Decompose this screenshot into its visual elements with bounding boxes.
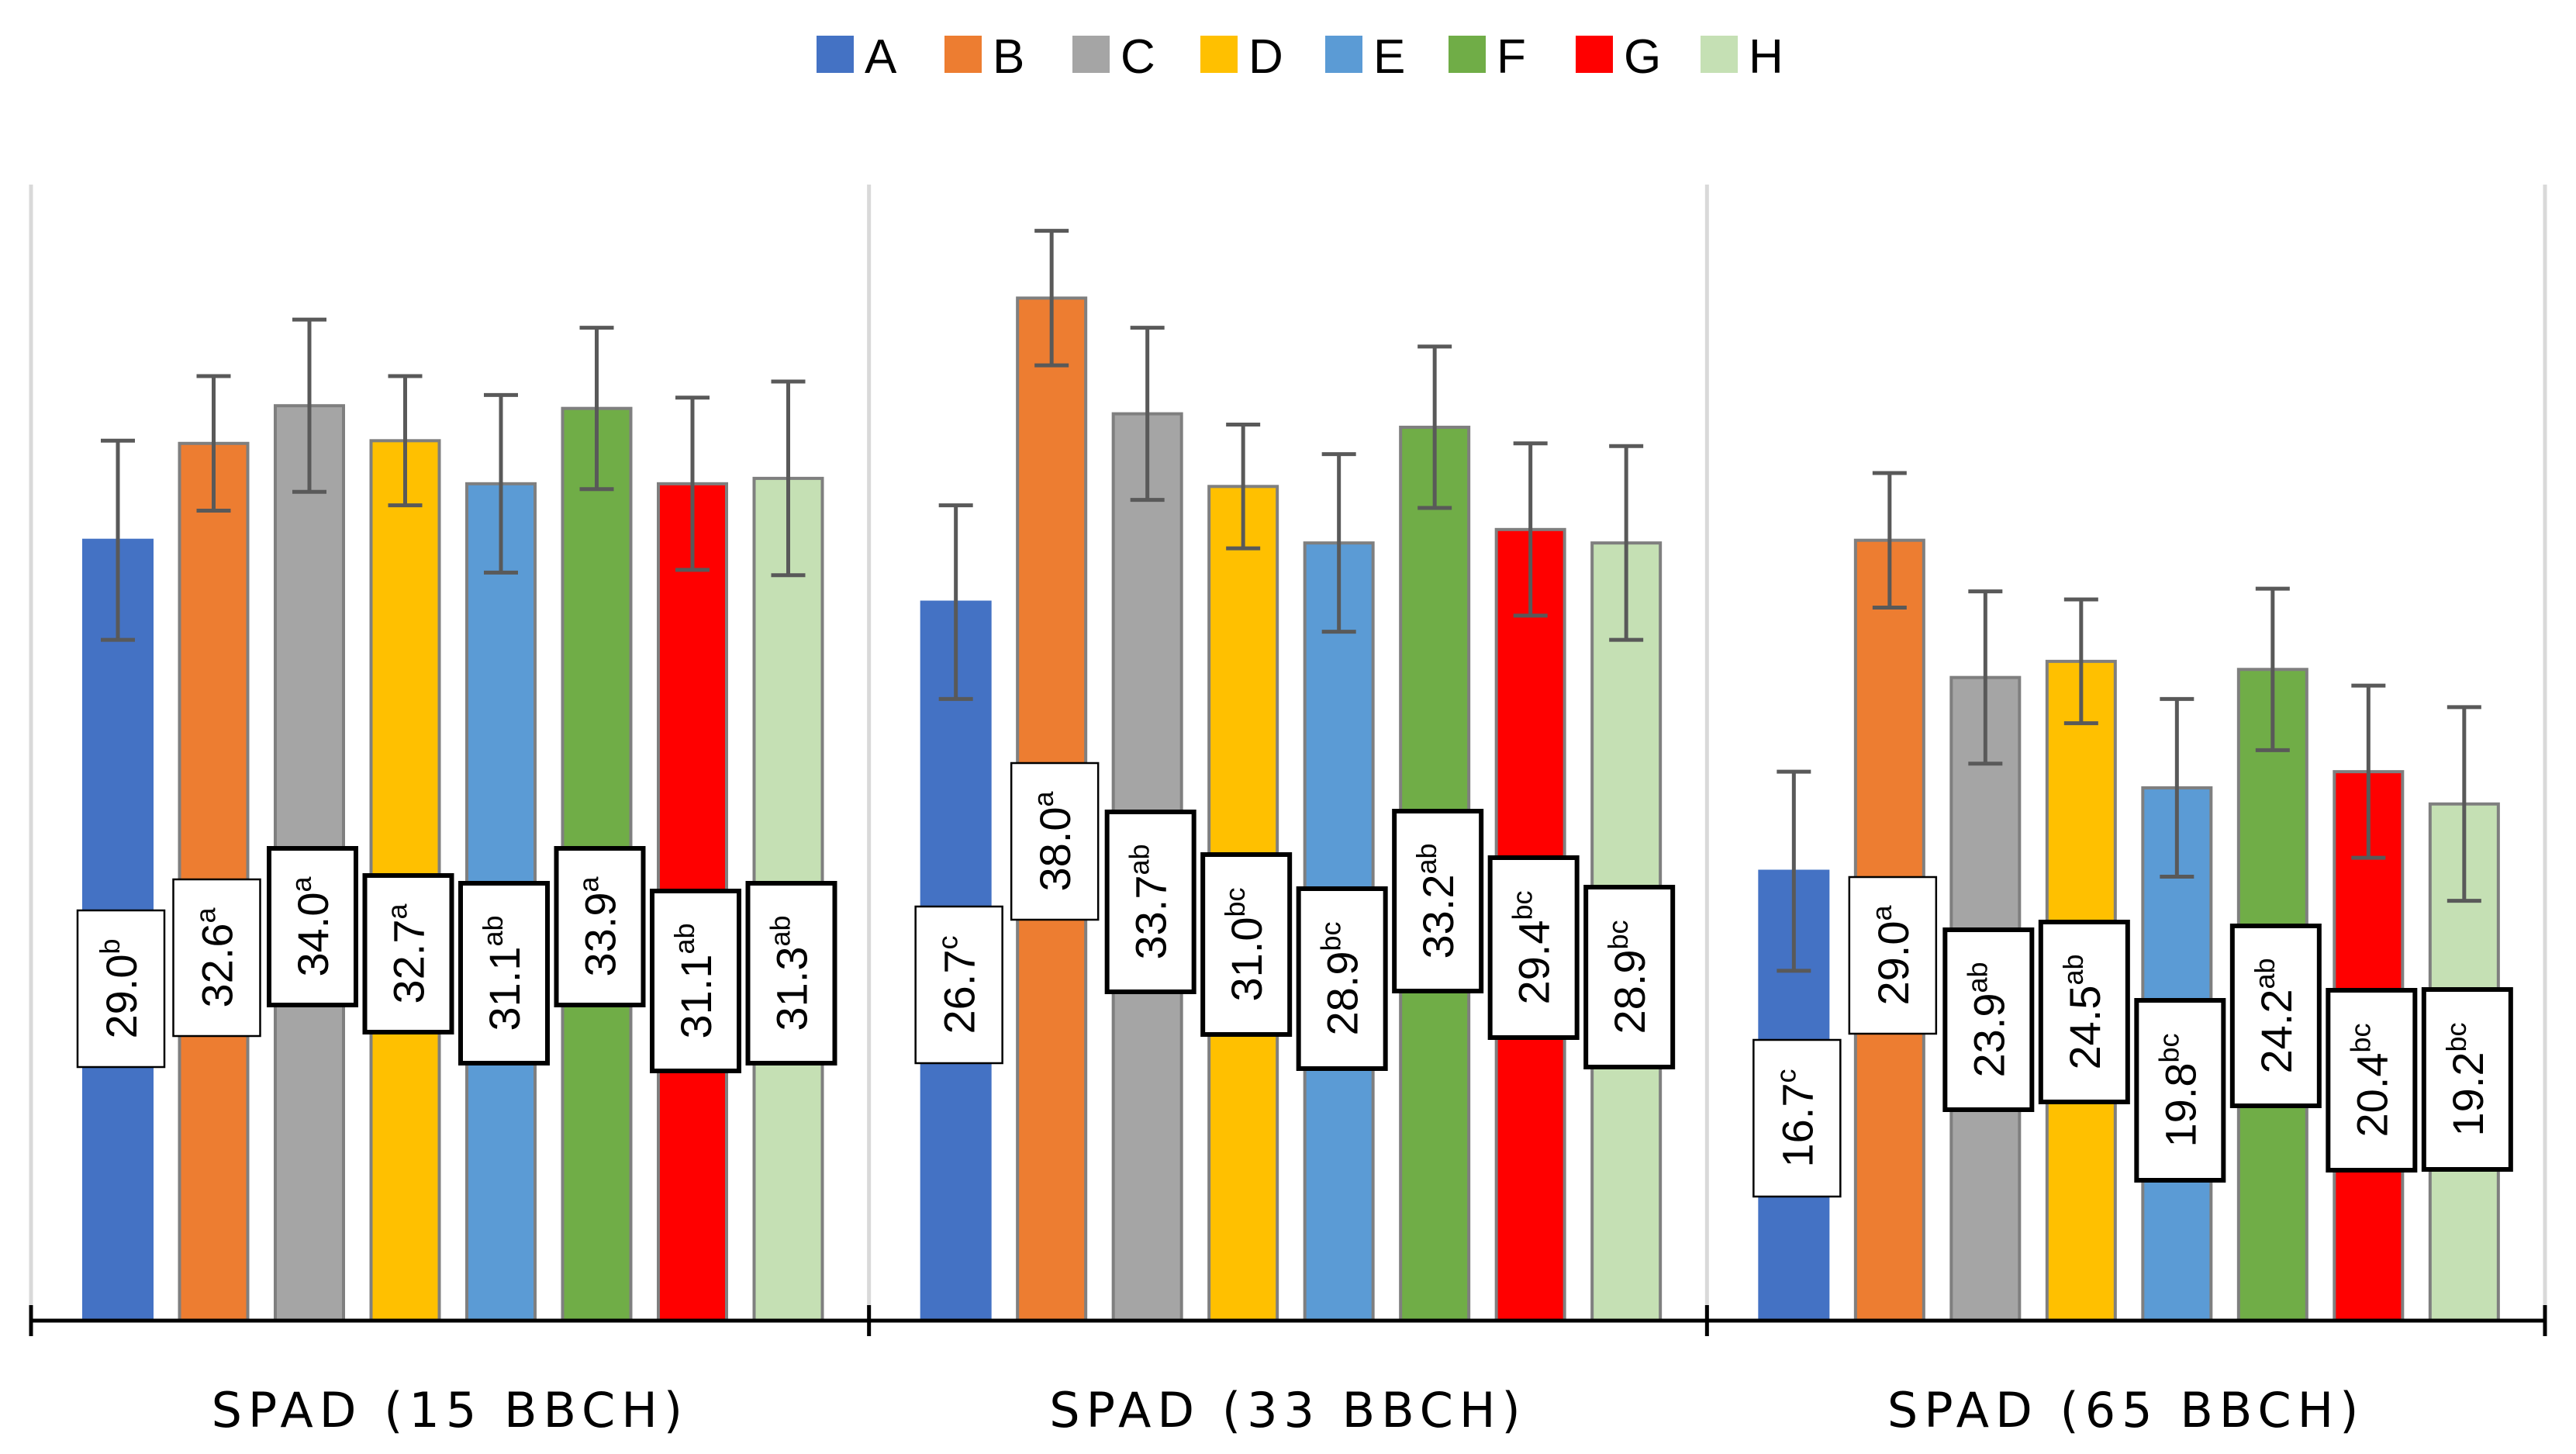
category-separators [29, 185, 2547, 1321]
data-label-text: 29.0b [94, 938, 146, 1038]
error-bar [484, 392, 518, 575]
data-label-b: 38.0a [1010, 762, 1100, 921]
error-bar [2160, 696, 2194, 879]
data-label-a: 29.0b [76, 909, 166, 1069]
error-bar [1777, 769, 1811, 973]
legend-label-c: C [1121, 30, 1155, 84]
error-bar [388, 374, 423, 508]
data-label-text: 26.7c [932, 936, 984, 1034]
data-label-d: 24.5ab [2038, 920, 2130, 1104]
data-label-text: 19.2bc [2440, 1022, 2492, 1136]
data-label-e: 28.9bc [1296, 886, 1388, 1071]
error-bars [101, 229, 2481, 973]
data-label-c: 34.0a [267, 846, 358, 1007]
error-bar [1034, 229, 1069, 368]
data-label-text: 33.9a [573, 876, 625, 977]
category-label: SPAD (33 BBCH) [1049, 1382, 1527, 1438]
error-bar [771, 379, 806, 578]
legend-swatch-g [1576, 36, 1613, 73]
data-label-d: 31.0bc [1200, 852, 1293, 1037]
data-label-text: 20.4bc [2344, 1023, 2396, 1137]
data-label-text: 28.9bc [1602, 920, 1654, 1034]
legend-label-f: F [1497, 30, 1526, 84]
data-label-text: 31.1ab [668, 923, 720, 1038]
legend: A B C D E F G H [817, 30, 1784, 84]
error-bar [2063, 597, 2098, 726]
data-label-f: 33.9a [554, 846, 646, 1007]
data-label-g: 31.1ab [650, 889, 741, 1073]
data-label-d: 32.7a [362, 873, 454, 1034]
x-axis: SPAD (15 BBCH) SPAD (33 BBCH) SPAD (65 BBC… [29, 1305, 2547, 1438]
legend-label-h: H [1749, 30, 1784, 84]
data-label-text: 24.2ab [2249, 958, 2301, 1073]
data-label-text: 33.2ab [1411, 843, 1462, 958]
data-label-text: 31.3ab [765, 915, 817, 1031]
error-bar [938, 503, 973, 701]
legend-label-g: G [1624, 30, 1661, 84]
data-label-b: 29.0a [1848, 876, 1938, 1035]
error-bar [292, 317, 326, 494]
error-bar [2447, 705, 2481, 903]
data-label-text: 16.7c [1770, 1069, 1822, 1168]
data-label-h: 28.9bc [1583, 885, 1676, 1069]
data-label-h: 19.2bc [2421, 987, 2513, 1172]
data-label-g: 29.4bc [1487, 855, 1580, 1040]
data-label-text: 38.0a [1027, 791, 1079, 892]
error-bar [1417, 344, 1452, 510]
legend-label-e: E [1373, 30, 1405, 84]
data-label-c: 33.7ab [1104, 810, 1196, 994]
data-label-text: 28.9bc [1315, 921, 1367, 1035]
legend-label-a: A [865, 30, 897, 84]
error-bar [196, 374, 231, 513]
data-label-g: 20.4bc [2326, 988, 2418, 1173]
legend-swatch-a [817, 36, 854, 73]
data-label-h: 31.3ab [745, 881, 837, 1065]
error-bar [1872, 471, 1907, 610]
legend-swatch-f [1449, 36, 1486, 73]
legend-swatch-d [1200, 36, 1238, 73]
error-bar [2351, 683, 2386, 860]
legend-swatch-e [1325, 36, 1362, 73]
error-bar [1609, 444, 1644, 642]
error-bar [675, 395, 710, 572]
data-label-text: 29.4bc [1507, 890, 1559, 1004]
data-label-text: 34.0a [285, 876, 337, 977]
data-label-e: 19.8bc [2134, 998, 2226, 1183]
data-label-text: 32.6a [190, 907, 242, 1008]
data-label-text: 24.5ab [2057, 954, 2109, 1069]
legend-swatch-c [1072, 36, 1110, 73]
error-bar [101, 438, 135, 642]
data-label-text: 33.7ab [1124, 844, 1176, 959]
data-label-b: 32.6a [172, 878, 261, 1038]
data-label-e: 31.1ab [458, 881, 550, 1065]
error-bar [1130, 326, 1165, 503]
error-bar [2255, 586, 2290, 752]
data-label-text: 29.0a [1866, 905, 1918, 1006]
data-labels: 29.0b 32.6a 34.0a 32.7a 31.1ab 33.9a 31.1ab 31.… [76, 762, 2513, 1198]
data-label-text: 23.9ab [1961, 962, 2013, 1077]
data-label-c: 23.9ab [1942, 927, 2035, 1112]
data-label-f: 24.2ab [2229, 924, 2322, 1108]
category-label: SPAD (15 BBCH) [212, 1382, 689, 1438]
error-bar [1968, 589, 2003, 766]
error-bar [1226, 422, 1261, 551]
legend-swatch-b [944, 36, 982, 73]
data-label-text: 32.7a [382, 903, 433, 1004]
category-label: SPAD (65 BBCH) [1887, 1382, 2365, 1438]
error-bar [1321, 452, 1356, 634]
legend-swatch-h [1701, 36, 1738, 73]
error-bar [579, 326, 614, 492]
error-bar [1513, 441, 1548, 618]
data-label-text: 31.0bc [1219, 887, 1271, 1001]
data-label-f: 33.2ab [1392, 809, 1484, 993]
data-label-a: 26.7c [914, 905, 1003, 1065]
data-label-a: 16.7c [1752, 1038, 1842, 1198]
data-label-text: 31.1ab [477, 915, 529, 1031]
data-label-text: 19.8bc [2153, 1033, 2205, 1147]
legend-label-b: B [993, 30, 1024, 84]
legend-label-d: D [1248, 30, 1283, 84]
